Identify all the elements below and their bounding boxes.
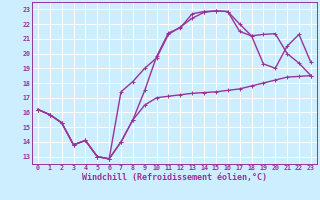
X-axis label: Windchill (Refroidissement éolien,°C): Windchill (Refroidissement éolien,°C) (82, 173, 267, 182)
